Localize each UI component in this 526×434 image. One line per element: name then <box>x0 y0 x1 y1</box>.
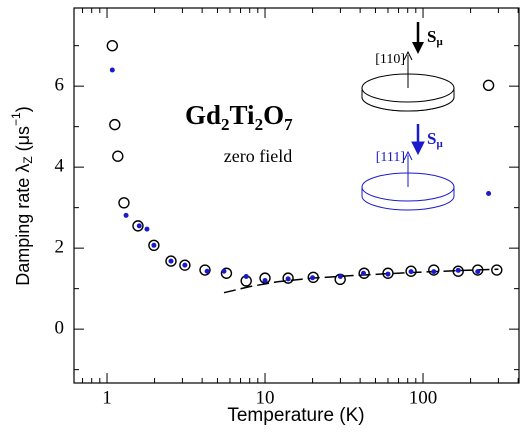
annotation: zero field <box>224 146 292 166</box>
data-point <box>282 272 294 284</box>
data-point <box>405 265 417 277</box>
data-point <box>123 212 129 218</box>
plot-frame <box>73 7 520 384</box>
data-point <box>199 264 211 276</box>
data-point <box>221 268 227 274</box>
data-point <box>148 239 160 252</box>
data-point <box>360 270 366 276</box>
data-point <box>408 269 414 275</box>
data-point <box>431 269 437 275</box>
data-point <box>428 264 440 276</box>
data-point <box>243 273 249 279</box>
data-point <box>106 39 119 52</box>
y-tick-label: 2 <box>55 237 65 258</box>
data-point <box>482 79 495 92</box>
dir-label: [111] <box>376 150 405 165</box>
data-point <box>385 271 391 277</box>
fit-line <box>223 268 499 294</box>
data-point <box>132 220 144 232</box>
data-point <box>307 271 319 284</box>
x-tick-label: 100 <box>409 387 438 408</box>
data-point <box>472 264 484 276</box>
data-point <box>136 223 142 229</box>
inset-110: [110] Sμ <box>361 22 455 112</box>
y-tick-label: 6 <box>55 75 65 96</box>
data-point <box>475 269 481 275</box>
dir-label: [110] <box>375 52 405 67</box>
y-tick-label: 4 <box>55 156 65 177</box>
data-point <box>486 190 492 196</box>
data-point <box>179 259 191 271</box>
data-point <box>337 273 343 279</box>
data-point <box>109 67 115 73</box>
data-point <box>204 268 210 274</box>
data-point <box>144 226 150 232</box>
x-axis-label: Temperature (K) <box>227 405 364 426</box>
spin-label: Sμ <box>427 129 443 150</box>
spin-label: Sμ <box>427 27 443 48</box>
x-tick-label: 1 <box>102 387 112 408</box>
data-point <box>382 267 394 279</box>
data-point <box>182 262 188 268</box>
data-point <box>455 267 461 273</box>
inset-111: [111] Sμ <box>361 124 455 211</box>
data-point <box>259 272 271 284</box>
data-point <box>262 278 268 284</box>
y-tick-label: 0 <box>55 317 65 338</box>
data-point <box>491 264 503 276</box>
data-point <box>358 267 370 279</box>
data-point <box>310 275 316 281</box>
data-point <box>168 258 174 264</box>
data-point <box>285 276 291 282</box>
data-point <box>220 267 233 279</box>
data-point <box>452 265 464 277</box>
data-point <box>109 118 121 131</box>
compound-label: Gd2Ti2O7 <box>185 100 293 134</box>
data-point <box>112 150 124 162</box>
data-point <box>165 255 177 267</box>
data-point <box>118 197 130 209</box>
x-tick-label: 10 <box>256 387 275 408</box>
y-axis-label: Damping rate λZ (μs−1) <box>9 106 35 285</box>
data-point <box>151 242 157 248</box>
